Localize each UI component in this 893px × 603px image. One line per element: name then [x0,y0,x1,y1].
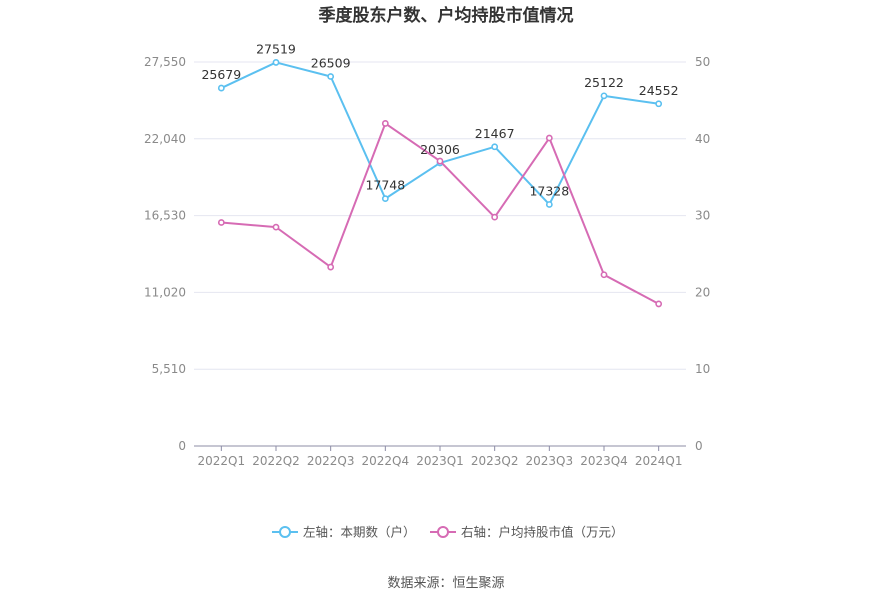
legend-marker-1 [279,526,291,538]
left-tick-label: 0 [178,439,186,453]
right-tick-label: 50 [695,55,710,69]
x-tick-label: 2022Q3 [307,454,355,468]
series-2-point [327,263,335,271]
series-2-point [545,134,553,142]
data-label: 17748 [365,178,405,193]
data-label: 25679 [201,67,241,82]
legend-label-2: 右轴：户均持股市值（万元） [461,525,624,540]
data-label: 27519 [256,41,296,56]
series-1-point [655,100,663,108]
right-tick-label: 30 [695,209,710,223]
series-layer [217,59,663,308]
x-tick-label: 2024Q1 [635,454,683,468]
series-1-point [545,201,553,208]
series-2-point [217,219,225,226]
series-2-point [381,120,389,127]
left-tick-label: 22,040 [144,132,186,146]
left-axis-ticks: 0 5,510 11,020 16,530 22,040 27,550 [144,55,186,453]
grid-lines [194,61,686,447]
left-tick-label: 5,510 [152,362,186,376]
series-2-point [272,223,280,231]
right-tick-label: 10 [695,362,710,376]
right-tick-label: 40 [695,132,710,146]
left-tick-label: 16,530 [144,209,186,223]
legend: 左轴：本期数（户） 右轴：户均持股市值（万元） [272,525,624,540]
series-1-point [272,59,280,66]
series-1-point [381,195,389,203]
series-2-point [491,213,499,221]
right-axis-ticks: 0 10 20 30 40 50 [695,55,710,453]
series-2-point [655,300,663,308]
data-source: 数据来源：恒生聚源 [387,576,504,591]
series-1-point [327,73,335,80]
series-2-point [436,157,444,165]
data-label: 20306 [420,142,460,157]
x-tick-label: 2023Q3 [526,454,574,468]
data-label: 17328 [529,183,569,198]
left-tick-label: 27,550 [144,55,186,69]
left-tick-label: 11,020 [144,285,186,299]
x-axis: 2022Q1 2022Q2 2022Q3 2022Q4 2023Q1 2023Q2 2023… [198,446,683,468]
x-tick-label: 2022Q1 [198,454,246,468]
series-1-point [600,92,608,100]
right-tick-label: 20 [695,285,710,299]
chart-title: 季度股东户数、户均持股市值情况 [319,5,574,26]
x-tick-label: 2023Q4 [580,454,628,468]
x-tick-label: 2023Q2 [471,454,519,468]
legend-label-1: 左轴：本期数（户） [303,525,416,540]
series-1-point [217,84,225,92]
data-label: 25122 [584,75,624,90]
x-tick-label: 2022Q2 [252,454,300,468]
series-2-point [600,271,608,279]
data-labels: 25679 27519 26509 17748 20306 21467 17328 25122… [201,41,678,198]
x-tick-label: 2023Q1 [416,454,464,468]
data-label: 21467 [475,126,515,141]
right-tick-label: 0 [695,439,703,453]
x-tick-label: 2022Q4 [362,454,410,468]
series-1-point [491,143,499,151]
data-label: 24552 [639,83,679,98]
data-label: 26509 [311,56,351,71]
legend-marker-2 [437,526,449,538]
